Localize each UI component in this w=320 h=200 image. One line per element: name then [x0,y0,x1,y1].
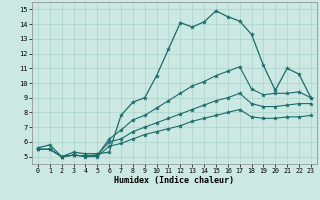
X-axis label: Humidex (Indice chaleur): Humidex (Indice chaleur) [115,176,234,185]
